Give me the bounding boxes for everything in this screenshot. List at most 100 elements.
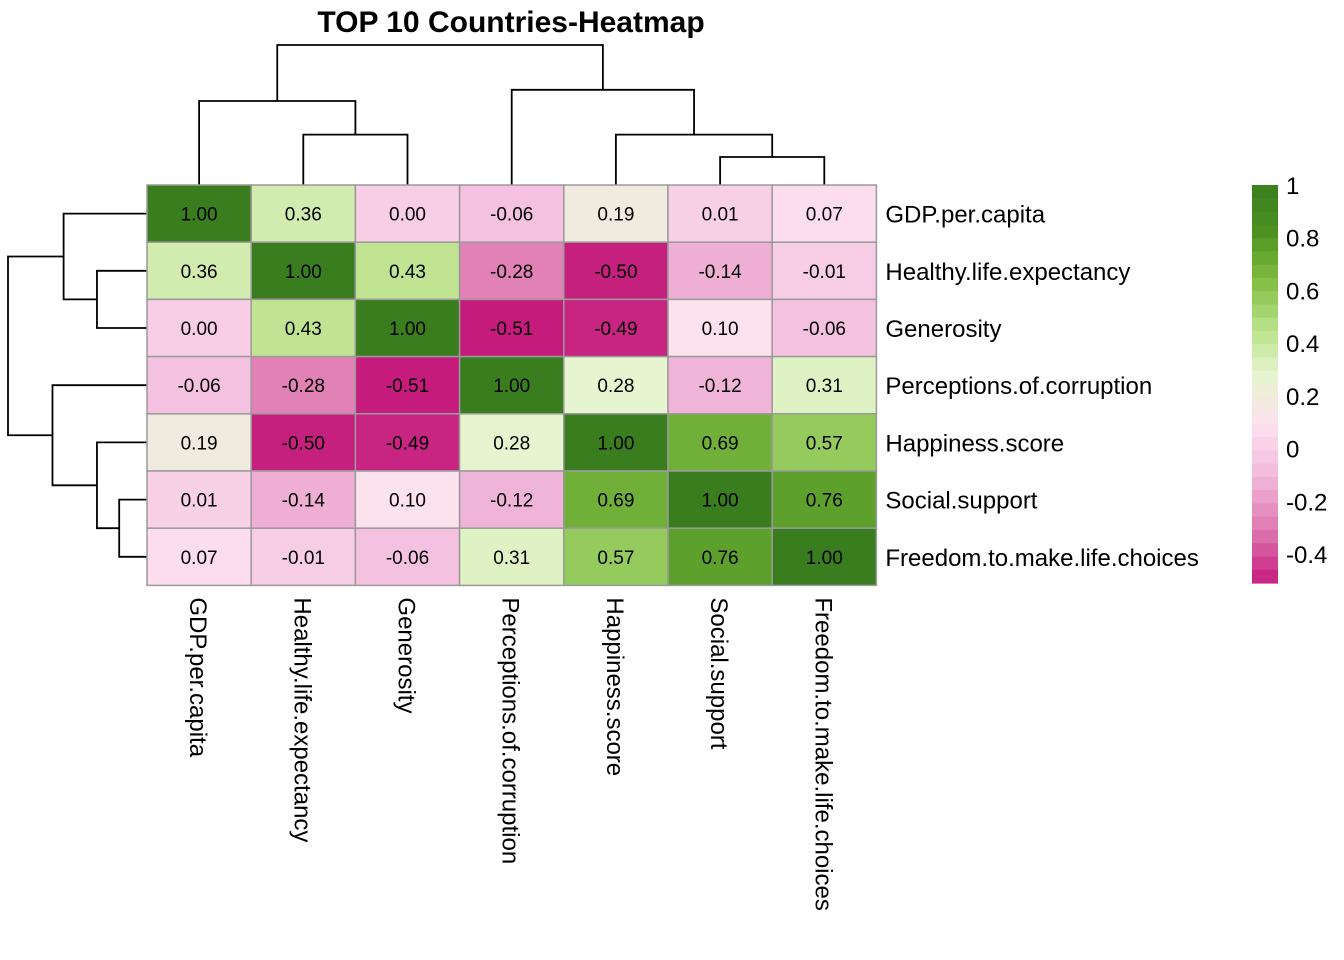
heatmap-cell [667, 298, 773, 358]
cell-value-label: 1.00 [493, 376, 530, 397]
heatmap-cell [458, 470, 565, 529]
row-label: Social.support [885, 488, 1037, 515]
cell-value-label: 0.19 [597, 205, 634, 226]
heatmap-cell [667, 355, 773, 415]
legend-tick-label: 1 [1286, 173, 1299, 200]
row-label: Freedom.to.make.life.choices [885, 545, 1198, 572]
cell-value-label: 0.31 [806, 376, 843, 397]
legend-tick-label: 0.8 [1286, 226, 1319, 253]
cell-value-label: 0.28 [493, 433, 530, 454]
cell-value-label: 0.19 [181, 433, 218, 454]
legend-swatch [1252, 198, 1278, 213]
cell-value-label: 1.00 [389, 319, 426, 340]
row-dendrogram [7, 212, 147, 558]
cell-value-label: -0.12 [698, 376, 741, 397]
heatmap-cell [250, 470, 357, 529]
cell-value-label: 0.57 [806, 433, 843, 454]
heatmap-cell [146, 355, 252, 415]
heatmap-cell [771, 298, 878, 358]
dendrogram-branch [51, 384, 147, 487]
cell-value-label: -0.51 [386, 376, 429, 397]
heatmap-cell [771, 355, 878, 415]
legend-swatch [1252, 569, 1278, 584]
cell-value-label: 0.43 [389, 262, 426, 283]
cell-value-label: 1.00 [702, 491, 739, 512]
dendrogram-branch [719, 156, 826, 185]
cell-value-label: 0.07 [806, 205, 843, 226]
cell-value-label: 0.10 [702, 319, 739, 340]
legend-swatch [1252, 437, 1278, 451]
legend-tick-label: -0.2 [1286, 489, 1327, 516]
row-label: GDP.per.capita [885, 202, 1045, 229]
chart-title: TOP 10 Countries-Heatmap [317, 6, 704, 39]
dendrogram-branch [276, 44, 604, 101]
cell-value-label: 1.00 [597, 433, 634, 454]
heatmap-cell [354, 184, 461, 243]
legend-swatch [1252, 238, 1278, 252]
heatmap-cell [771, 470, 878, 529]
legend-swatch [1252, 330, 1278, 345]
heatmap-cell [146, 241, 252, 301]
color-legend: 1 0.8 0.6 0.4 0.2 0 -0.2 -0.4 [1252, 173, 1327, 584]
legend-swatch [1252, 304, 1278, 319]
heatmap-cell [146, 527, 252, 587]
column-label: Freedom.to.make.life.choices [809, 597, 836, 910]
cell-value-label: 0.36 [285, 205, 322, 226]
legend-swatch [1252, 211, 1278, 226]
cell-value-label: -0.06 [490, 205, 533, 226]
legend-swatch [1252, 503, 1278, 518]
heatmap-cell [146, 413, 252, 472]
heatmap-cell [563, 298, 669, 358]
legend-swatch [1252, 357, 1278, 372]
column-label: Generosity [393, 597, 420, 713]
dendrogram-branch [96, 441, 147, 530]
legend-swatch [1252, 384, 1278, 398]
dendrogram-branch [510, 88, 695, 185]
cell-value-label: 0.36 [181, 262, 218, 283]
cell-value-label: -0.28 [282, 376, 325, 397]
cell-value-label: 1.00 [285, 262, 322, 283]
cell-value-label: 0.69 [597, 491, 634, 512]
cell-value-label: -0.51 [490, 319, 533, 340]
column-dendrogram [198, 44, 826, 185]
cell-value-label: -0.28 [490, 262, 533, 283]
column-label: Perceptions.of.corruption [497, 597, 524, 864]
heatmap-cell [563, 470, 669, 529]
column-labels: GDP.per.capita Healthy.life.expectancy Gen… [184, 597, 836, 910]
legend-tick-label: 0.2 [1286, 384, 1319, 411]
dendrogram-branch [7, 255, 64, 437]
row-label: Generosity [885, 316, 1001, 343]
cell-value-label: 0.31 [493, 548, 530, 569]
heatmap-cell [146, 184, 252, 243]
cell-value-label: -0.50 [282, 433, 325, 454]
cell-value-label: 0.10 [389, 491, 426, 512]
cell-value-label: 1.00 [806, 548, 843, 569]
row-label: Happiness.score [885, 430, 1064, 457]
legend-swatch [1252, 476, 1278, 491]
heatmap-cell [354, 298, 461, 358]
cell-value-label: 0.00 [181, 319, 218, 340]
dendrogram-branch [615, 133, 774, 185]
legend-swatch [1252, 277, 1278, 292]
heatmap-cell [250, 184, 357, 243]
column-label: GDP.per.capita [184, 597, 211, 757]
legend-swatch [1252, 317, 1278, 332]
cell-value-label: 0.01 [181, 491, 218, 512]
dendrogram-branch [302, 133, 409, 185]
column-label: Healthy.life.expectancy [288, 597, 315, 842]
heatmap-cell [771, 527, 878, 587]
dendrogram-branch [198, 100, 357, 185]
dendrogram-branch [118, 498, 147, 558]
legend-swatch [1252, 529, 1278, 544]
heatmap-cell [250, 298, 357, 358]
cell-value-label: 0.76 [702, 548, 739, 569]
heatmap-cell [250, 355, 357, 415]
heatmap-cell [563, 527, 669, 587]
cell-value-label: 0.28 [597, 376, 634, 397]
heatmap-cells: 1.00 0.36 0.00 -0.06 0.19 0.01 0.07 0.36 1.00 0.4… [146, 184, 878, 587]
cell-value-label: -0.12 [490, 491, 533, 512]
heatmap-cell [458, 298, 565, 358]
legend-swatch [1252, 397, 1278, 412]
heatmap-cell [667, 184, 773, 243]
cell-value-label: 0.00 [389, 205, 426, 226]
